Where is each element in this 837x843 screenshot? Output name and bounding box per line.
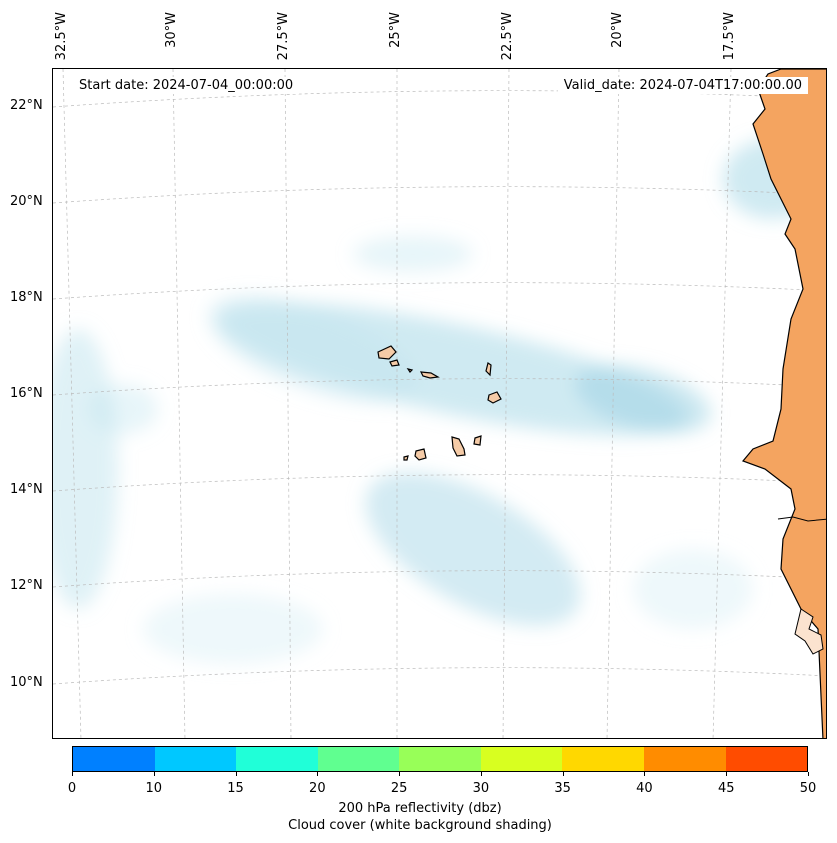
colorbar-tick-label: 45 [717,781,735,796]
island-sao-nicolau [419,371,440,379]
colorbar-segment [480,747,563,771]
island-santa-luzia [406,368,414,373]
meridian-line [284,69,292,738]
cloud-band-west [208,295,418,403]
latitude-label: 20°N [10,194,43,209]
cloud-south-west [143,594,323,664]
latitude-label: 10°N [10,675,43,690]
parallel-line [53,570,826,588]
island-boa-vista [487,391,502,404]
island-santo-antao [377,345,397,360]
island-maio [473,435,482,446]
island-fogo [414,448,427,461]
guinea-bissau-islands [794,608,824,655]
colorbar-segment [236,747,318,771]
colorbar-segment [725,747,808,771]
colorbar-tickmark [72,772,73,776]
meridian-line [606,69,620,738]
longitude-label: 32.5°W [54,12,69,61]
colorbar-tick-label: 20 [309,781,326,796]
colorbar-tick-label: 25 [390,781,408,796]
island-sao-vicente [389,359,400,367]
island-brava [403,455,409,461]
valid-date-label: Valid_date: 2024-07-04T17:00:00.00 [557,77,808,94]
parallel-line [53,474,826,492]
latitude-label: 16°N [10,386,43,401]
latitude-label: 22°N [10,98,43,113]
colorbar-tickmark [644,772,646,776]
parallel-line [53,667,826,685]
colorbar-tickmark [399,772,401,776]
parallel-line [53,282,826,300]
cloud-cover-shading [53,139,823,664]
colorbar-segment [643,747,726,771]
parallel-line [53,186,826,204]
colorbar-tickmark [235,772,237,776]
cloud-northwest [353,236,473,272]
cloud-west-edge [53,329,118,609]
latitude-label: 14°N [10,482,43,497]
longitude-label: 22.5°W [500,12,515,61]
gambia-river [777,516,826,522]
cloud-band-south [365,472,581,626]
graticule-grid [53,69,826,738]
island-sal [485,362,492,377]
colorbar-subtitle: Cloud cover (white background shading) [288,818,552,833]
meridian-line [712,69,732,738]
colorbar-tick-label: 10 [145,781,163,796]
start-date-label: Start date: 2024-07-04_00:00:00 [73,77,300,94]
cloud-east-mid [574,364,712,434]
longitude-label: 25°W [388,12,403,48]
colorbar-tickmark [153,772,155,776]
colorbar-tick-label: 40 [636,781,653,796]
cloud-south-east [633,549,753,629]
parallel-line [53,90,826,108]
colorbar-segment [73,747,155,771]
colorbar-tickmark [317,772,319,776]
colorbar-segment [562,747,644,771]
colorbar-segment [317,747,400,771]
colorbar-tickmark [562,772,564,776]
colorbar-segment [154,747,237,771]
colorbar-tickmark [726,772,728,776]
colorbar-tick-label: 30 [472,781,490,796]
parallel-line [53,378,826,396]
island-santiago [451,436,466,457]
colorbar-tick-label: 50 [799,781,817,796]
map-canvas [53,69,826,738]
colorbar-tick-label: 35 [554,781,571,796]
cloud-west-patch [88,384,158,434]
colorbar-tick-label: 0 [67,781,77,796]
colorbar-tickmark [808,772,809,776]
longitude-label: 17.5°W [722,12,737,61]
latitude-label: 12°N [10,578,43,593]
longitude-label: 27.5°W [276,12,291,61]
longitude-label: 30°W [164,12,179,48]
african-coastline [741,69,826,738]
cape-verde-islands [377,345,502,461]
meridian-line [62,69,82,738]
map-panel: Start date: 2024-07-04_00:00:00 Valid_da… [52,68,827,739]
latitude-label: 18°N [10,290,43,305]
colorbar-title: 200 hPa reflectivity (dbz) [338,801,502,816]
longitude-label: 20°W [610,12,625,48]
colorbar-segment [399,747,481,771]
colorbar-tickmark [480,772,482,776]
reflectivity-colorbar [72,746,808,772]
meridian-line [172,69,186,738]
colorbar-tick-label: 15 [227,781,244,796]
meridian-line [502,69,510,738]
